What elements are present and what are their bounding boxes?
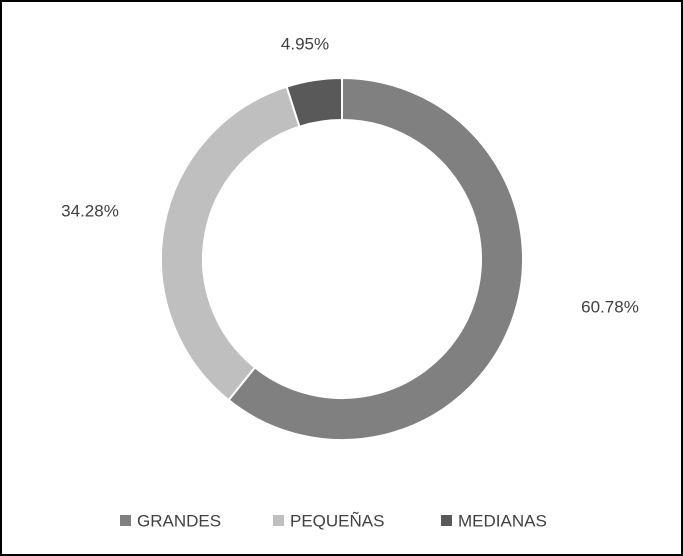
legend-label: MEDIANAS	[458, 511, 547, 530]
donut-segment	[227, 76, 524, 441]
legend-swatch	[441, 515, 452, 526]
donut-segment	[285, 76, 343, 128]
legend-label: PEQUEÑAS	[290, 511, 384, 530]
data-label: 4.95%	[281, 34, 329, 53]
legend-swatch	[120, 515, 131, 526]
data-label: 34.28%	[61, 201, 119, 220]
data-label: 60.78%	[581, 297, 639, 316]
legend-swatch	[273, 515, 284, 526]
legend-label: GRANDES	[137, 511, 221, 530]
